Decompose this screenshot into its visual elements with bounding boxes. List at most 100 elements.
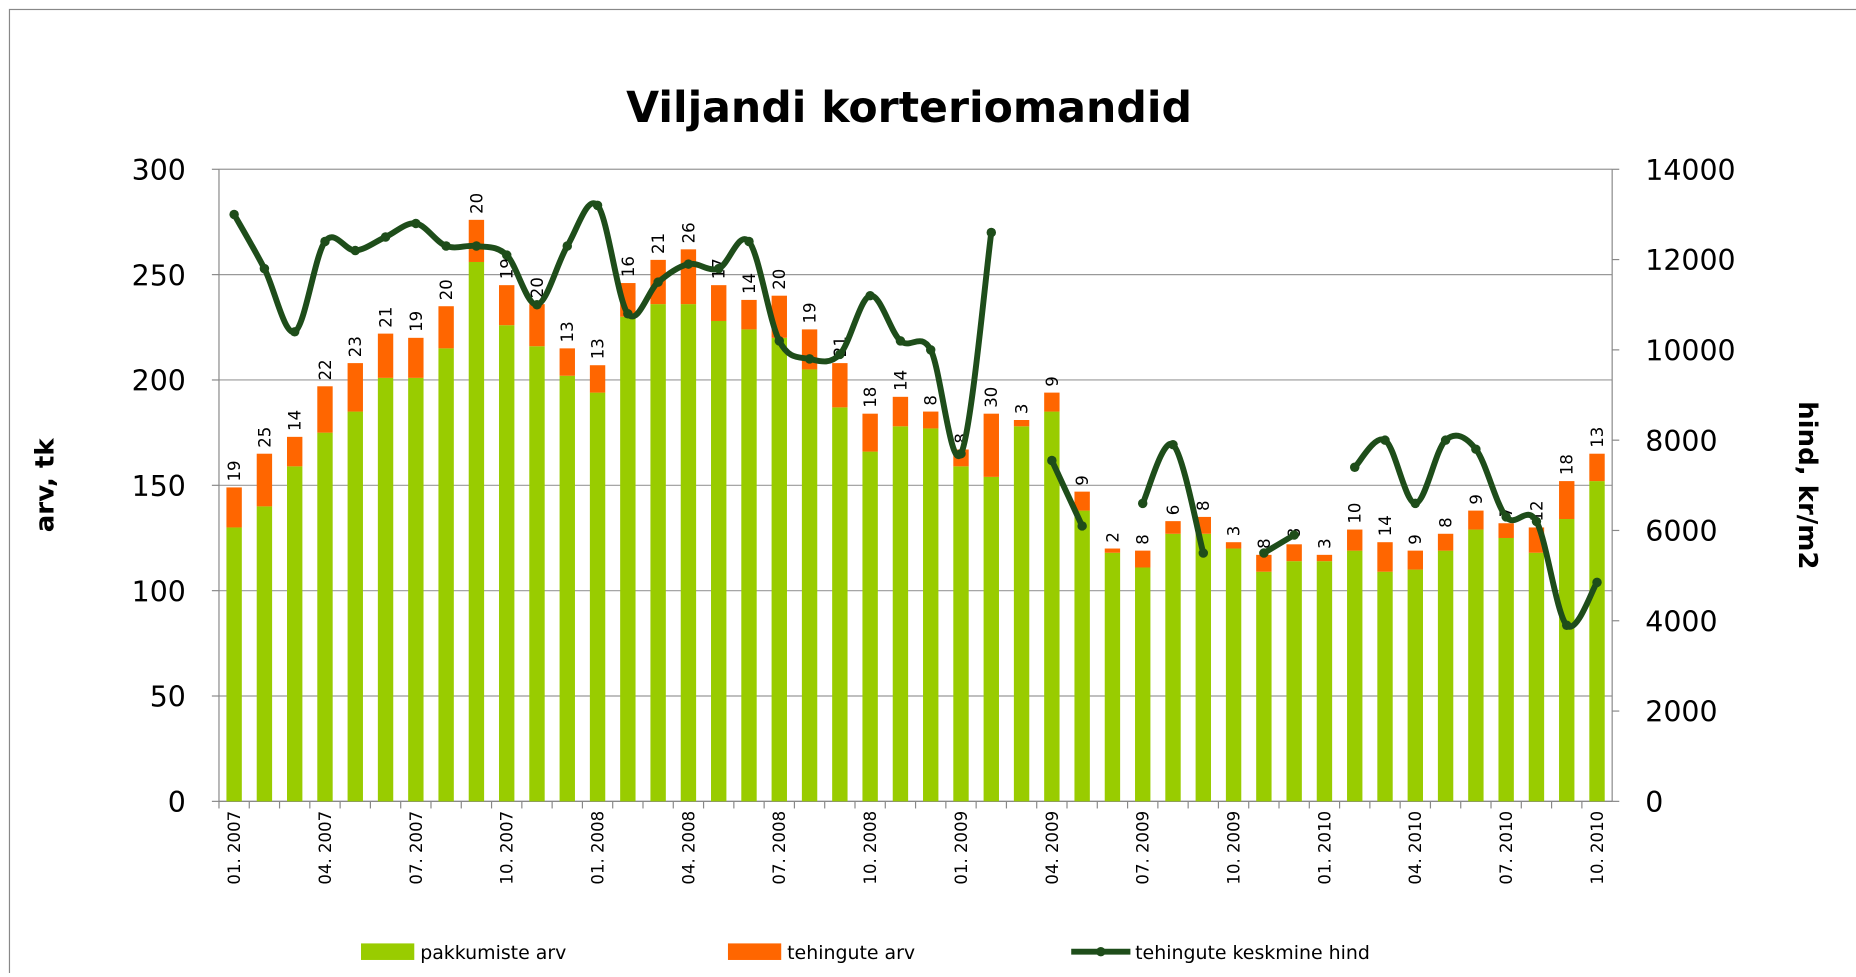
x-tick-label: 10. 2007 <box>498 811 517 885</box>
line-marker <box>1380 435 1390 445</box>
bar-segment <box>1377 542 1393 572</box>
value-label: 21 <box>649 233 668 254</box>
y2-tick-label: 0 <box>1645 786 1663 819</box>
value-label: 8 <box>1134 534 1153 545</box>
bar-segment <box>1104 548 1121 553</box>
value-label: 8 <box>1194 500 1213 511</box>
x-tick-label: 01. 2008 <box>588 811 607 885</box>
bar-segment <box>256 506 273 802</box>
y2-tick-label: 4000 <box>1645 605 1717 638</box>
bar-segment <box>1225 542 1242 549</box>
bar-segment <box>620 316 636 802</box>
bar-segment <box>499 325 515 802</box>
bar-segment <box>559 375 575 802</box>
bar-segment <box>680 249 697 305</box>
value-label: 20 <box>770 269 789 290</box>
bar-segment <box>1589 453 1605 482</box>
value-label: 9 <box>1406 534 1425 545</box>
x-tick-label: 07. 2007 <box>407 811 426 885</box>
bar-segment <box>923 411 939 429</box>
line-marker <box>259 263 270 274</box>
line-marker <box>895 336 906 346</box>
bar-segment <box>1468 510 1484 530</box>
value-label: 20 <box>528 277 547 298</box>
value-label: 13 <box>558 321 577 342</box>
line-marker <box>683 259 694 269</box>
line-marker <box>471 241 482 251</box>
bar-segment <box>1437 550 1454 802</box>
value-label: 14 <box>1376 515 1395 536</box>
line-marker <box>1440 435 1451 445</box>
bar-segment <box>408 377 424 802</box>
bar-segment <box>347 411 363 802</box>
bar-segment <box>1074 491 1090 511</box>
y2-tick-label: 8000 <box>1645 425 1717 458</box>
bar-segment <box>741 329 757 802</box>
x-tick-label: 04. 2010 <box>1406 811 1425 885</box>
bar-segment <box>741 299 757 330</box>
bar-segment <box>559 348 575 376</box>
bar-segment <box>832 363 848 408</box>
line-marker <box>1592 577 1602 588</box>
value-label: 21 <box>376 307 395 328</box>
line-marker <box>1168 439 1178 450</box>
line-marker <box>1047 455 1057 466</box>
value-label: 3 <box>1012 404 1031 415</box>
value-label: 8 <box>952 433 971 444</box>
bar-segment <box>862 451 878 802</box>
x-tick-label: 01. 2009 <box>952 811 971 885</box>
value-label: 13 <box>1588 427 1607 448</box>
line-marker <box>1289 530 1299 540</box>
line-marker <box>713 263 724 274</box>
line-marker <box>835 349 845 360</box>
value-label: 19 <box>800 302 819 323</box>
line-marker <box>562 241 573 251</box>
bar-segment <box>377 333 394 378</box>
bar-segment <box>1044 411 1060 802</box>
x-tick-label: 10. 2008 <box>861 811 880 885</box>
bar-segment <box>1347 529 1363 551</box>
line-marker <box>380 232 391 242</box>
value-label: 20 <box>467 193 486 214</box>
bar-segment <box>1559 519 1575 802</box>
bar-segment <box>287 436 303 467</box>
value-label: 6 <box>1164 505 1183 516</box>
bar-segment <box>377 377 394 802</box>
bar-segment <box>226 527 242 802</box>
bar-segment <box>1347 550 1363 802</box>
line-marker <box>350 245 361 256</box>
bar-segment <box>801 369 818 802</box>
line-marker <box>441 241 451 251</box>
x-tick-label: 10. 2009 <box>1224 811 1243 885</box>
line-marker <box>320 236 330 247</box>
y2-tick-label: 12000 <box>1645 244 1735 277</box>
value-label: 19 <box>407 311 426 332</box>
bar-segment <box>953 466 969 802</box>
line-marker <box>774 336 785 346</box>
x-tick-label: 10. 2010 <box>1588 811 1607 885</box>
value-label: 14 <box>286 410 305 431</box>
value-label: 25 <box>255 427 274 448</box>
legend-swatch <box>727 943 782 960</box>
line-marker <box>229 209 239 220</box>
line-marker <box>411 218 421 229</box>
bar-segment <box>771 337 787 802</box>
value-label: 9 <box>1073 475 1092 486</box>
bar-segment <box>287 466 303 802</box>
value-label: 19 <box>225 460 244 481</box>
line-marker <box>1501 512 1511 522</box>
bar-segment <box>1074 510 1090 802</box>
bar-segment <box>468 219 485 262</box>
value-label: 2 <box>1103 532 1122 543</box>
bar-segment <box>711 320 727 802</box>
y2-tick-label: 2000 <box>1645 696 1717 729</box>
bar-segment <box>589 365 606 393</box>
line-marker <box>592 200 603 211</box>
bar-segment <box>1559 481 1575 520</box>
bar-segment <box>1256 571 1272 802</box>
x-tick-label: 04. 2009 <box>1043 811 1062 885</box>
bar-segment <box>711 285 727 321</box>
value-label: 14 <box>891 370 910 391</box>
bar-segment <box>1256 554 1272 572</box>
